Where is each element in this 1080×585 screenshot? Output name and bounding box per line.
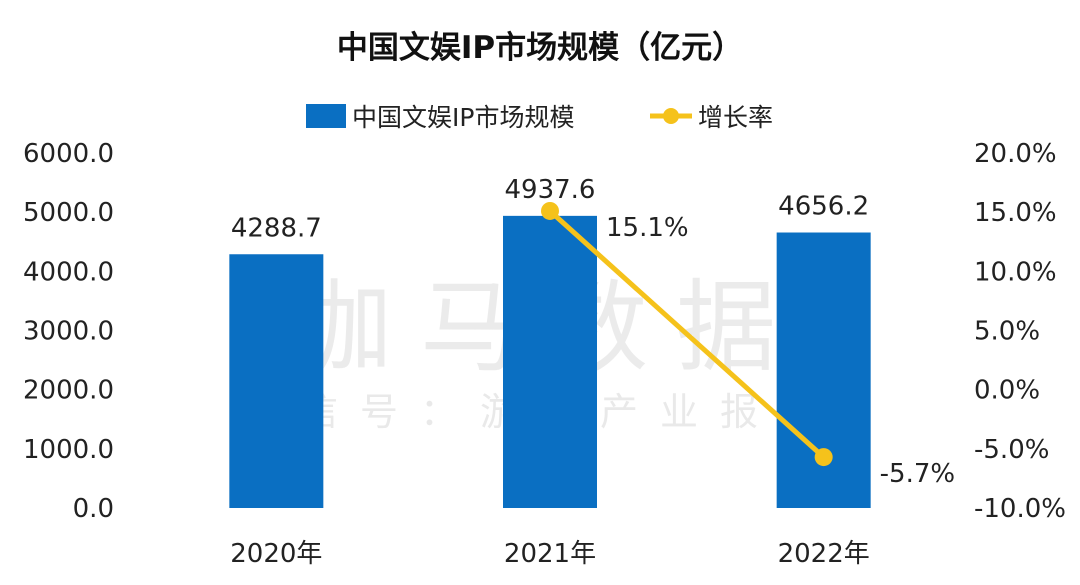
right-tick-label: 0.0% — [974, 376, 1040, 406]
left-tick-label: 4000.0 — [23, 257, 114, 287]
x-category-label: 2021年 — [504, 539, 596, 569]
right-tick-label: 20.0% — [974, 139, 1057, 169]
right-tick-label: -5.0% — [974, 435, 1049, 465]
bar-value-label: 4656.2 — [778, 192, 869, 222]
left-tick-label: 3000.0 — [23, 317, 114, 347]
bar — [229, 254, 324, 508]
right-tick-label: 5.0% — [974, 317, 1040, 347]
chart-title: 中国文娱IP市场规模（亿元） — [337, 30, 743, 66]
bar-value-label: 4937.6 — [505, 175, 596, 205]
legend-bar-swatch — [306, 104, 346, 128]
bar — [503, 215, 597, 508]
right-axis: -10.0% -5.0% 0.0% 5.0% 10.0% 15.0% 20.0% — [974, 139, 1066, 524]
left-tick-label: 0.0 — [73, 494, 114, 524]
growth-value-label: -5.7% — [880, 459, 955, 489]
left-tick-label: 6000.0 — [23, 139, 114, 169]
left-tick-label: 1000.0 — [23, 435, 114, 465]
right-tick-label: -10.0% — [974, 494, 1066, 524]
right-tick-label: 10.0% — [974, 257, 1057, 287]
left-axis: 0.0 1000.0 2000.0 3000.0 4000.0 5000.0 6000.0 — [23, 139, 114, 524]
legend-bar-label: 中国文娱IP市场规模 — [352, 103, 574, 132]
bar — [776, 232, 871, 508]
growth-point — [814, 448, 833, 467]
bar-value-label: 4288.7 — [231, 213, 322, 243]
x-axis: 2020年 2021年 2022年 — [230, 539, 870, 569]
growth-line-series: 15.1% -5.7% — [541, 201, 955, 489]
right-tick-label: 15.0% — [974, 198, 1057, 228]
legend: 中国文娱IP市场规模 增长率 — [306, 103, 773, 132]
bar-series: 4288.7 4937.6 4656.2 — [229, 175, 871, 508]
growth-line — [548, 209, 826, 459]
x-category-label: 2020年 — [230, 539, 322, 569]
growth-value-label: 15.1% — [606, 213, 689, 243]
legend-line-label: 增长率 — [698, 103, 773, 132]
legend-line-marker — [663, 108, 679, 124]
x-category-label: 2022年 — [778, 539, 870, 569]
left-tick-label: 5000.0 — [23, 198, 114, 228]
growth-point — [541, 201, 559, 220]
left-tick-label: 2000.0 — [23, 376, 114, 406]
